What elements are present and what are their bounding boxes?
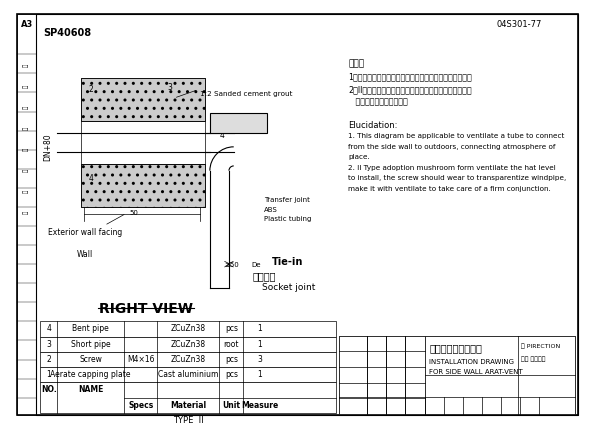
Text: Socket joint: Socket joint	[262, 283, 316, 292]
Text: 2: 2	[88, 85, 93, 94]
Text: 4: 4	[88, 174, 93, 183]
Text: 监 PIRECTION: 监 PIRECTION	[521, 343, 560, 349]
Text: DN+80: DN+80	[43, 133, 52, 161]
Text: 3: 3	[167, 83, 172, 92]
Text: 批: 批	[23, 106, 29, 109]
Text: NAME: NAME	[78, 385, 103, 394]
Text: M4×16: M4×16	[127, 355, 154, 364]
Text: 1:2 Sanded cement grout: 1:2 Sanded cement grout	[200, 91, 293, 96]
Bar	[17, 14, 36, 415]
Text: pcs: pcs	[225, 324, 238, 333]
Bar	[81, 78, 205, 121]
Text: 04S301-77: 04S301-77	[496, 20, 542, 29]
Text: Tie-in: Tie-in	[272, 257, 303, 267]
Text: 核: 核	[23, 85, 29, 88]
Text: 准: 准	[23, 127, 29, 130]
Text: root: root	[224, 340, 239, 349]
Text: 设计 陈设计院: 设计 陈设计院	[521, 357, 545, 362]
Text: 图: 图	[23, 211, 29, 214]
Bar	[81, 164, 205, 207]
Bar	[40, 321, 336, 337]
Text: make it with ventilate to take care of a firm conjunction.: make it with ventilate to take care of a…	[348, 186, 551, 192]
Text: 使其与通气管牢固连接。: 使其与通气管牢固连接。	[348, 97, 408, 106]
Text: NO.: NO.	[41, 385, 57, 394]
Text: Short pipe: Short pipe	[71, 340, 110, 349]
Bar	[367, 336, 386, 414]
Text: 4: 4	[46, 324, 51, 333]
Text: ABS: ABS	[264, 207, 278, 213]
Text: 承插粘接: 承插粘接	[253, 271, 276, 281]
Text: 1: 1	[46, 370, 51, 379]
Bar	[40, 382, 336, 413]
Text: 1: 1	[257, 340, 262, 349]
Bar	[425, 336, 575, 414]
Text: place.: place.	[348, 155, 370, 160]
Text: 1: 1	[257, 370, 262, 379]
Text: 2. II Type adoption mushroom form ventilate the hat level: 2. II Type adoption mushroom form ventil…	[348, 165, 556, 171]
Text: Material: Material	[170, 400, 206, 410]
Text: Elucidation:: Elucidation:	[348, 121, 398, 130]
Text: ZCuZn38: ZCuZn38	[171, 340, 206, 349]
Text: RIGHT VIEW: RIGHT VIEW	[99, 302, 193, 316]
Text: 制: 制	[23, 190, 29, 193]
Text: 1、本图适用于通气管从侧墙接至室外，连通大气的场所。: 1、本图适用于通气管从侧墙接至室外，连通大气的场所。	[348, 73, 472, 81]
Text: pcs: pcs	[225, 355, 238, 364]
Text: 1: 1	[257, 324, 262, 333]
Text: from the side wall to outdoors, connecting atmosphere of: from the side wall to outdoors, connecti…	[348, 144, 556, 150]
Text: 3: 3	[46, 340, 51, 349]
Text: Bent pipe: Bent pipe	[72, 324, 109, 333]
Bar	[40, 367, 336, 382]
Text: FOR SIDE WALL ARAT-VENT: FOR SIDE WALL ARAT-VENT	[429, 369, 523, 375]
Text: Exterior wall facing: Exterior wall facing	[48, 228, 122, 237]
Text: 3: 3	[257, 355, 262, 364]
Bar	[40, 337, 336, 352]
Text: 校: 校	[23, 148, 29, 151]
Bar	[81, 78, 205, 121]
Text: 对: 对	[23, 169, 29, 172]
Text: 50: 50	[129, 210, 138, 216]
Text: Unit: Unit	[222, 400, 240, 410]
Text: De: De	[251, 262, 260, 268]
Bar	[339, 336, 367, 414]
Bar	[81, 164, 205, 207]
Text: 说明：: 说明：	[348, 59, 364, 68]
Text: 审: 审	[23, 64, 29, 67]
Text: Plastic tubing: Plastic tubing	[264, 216, 312, 222]
Text: Cast aluminium: Cast aluminium	[158, 370, 218, 379]
Text: A3: A3	[21, 20, 33, 29]
Text: to install, the screw should wear to transparentize windpipe,: to install, the screw should wear to tra…	[348, 175, 567, 181]
Bar	[406, 336, 425, 414]
Text: 4: 4	[220, 130, 224, 140]
Bar	[339, 336, 575, 414]
Text: 2: 2	[46, 355, 51, 364]
Text: Aerate capping plate: Aerate capping plate	[51, 370, 131, 379]
Text: 1. This diagram be applicable to ventilate a tube to connect: 1. This diagram be applicable to ventila…	[348, 133, 565, 140]
Bar	[210, 114, 267, 133]
Text: ZCuZn38: ZCuZn38	[171, 355, 206, 364]
Text: 侧墙式通气帽安装图: 侧墙式通气帽安装图	[429, 343, 482, 353]
Text: TYPE  II: TYPE II	[173, 416, 203, 425]
Text: INSTALLATION DRAWING: INSTALLATION DRAWING	[429, 359, 514, 365]
Bar	[81, 121, 205, 164]
Text: 2、II型采用蘑菇形通气帽水平安装，螺丝应穿透通气管，: 2、II型采用蘑菇形通气帽水平安装，螺丝应穿透通气管，	[348, 86, 472, 95]
Text: ZCuZn38: ZCuZn38	[171, 324, 206, 333]
Text: Transfer joint: Transfer joint	[264, 197, 310, 203]
Text: Screw: Screw	[79, 355, 102, 364]
Bar	[386, 336, 406, 414]
Text: SP40608: SP40608	[43, 28, 91, 38]
Text: Measure: Measure	[242, 400, 279, 410]
Text: Wall: Wall	[76, 250, 93, 259]
Text: ≥50: ≥50	[224, 262, 239, 268]
Text: pcs: pcs	[225, 370, 238, 379]
Text: Specs: Specs	[128, 400, 153, 410]
Bar	[40, 352, 336, 367]
